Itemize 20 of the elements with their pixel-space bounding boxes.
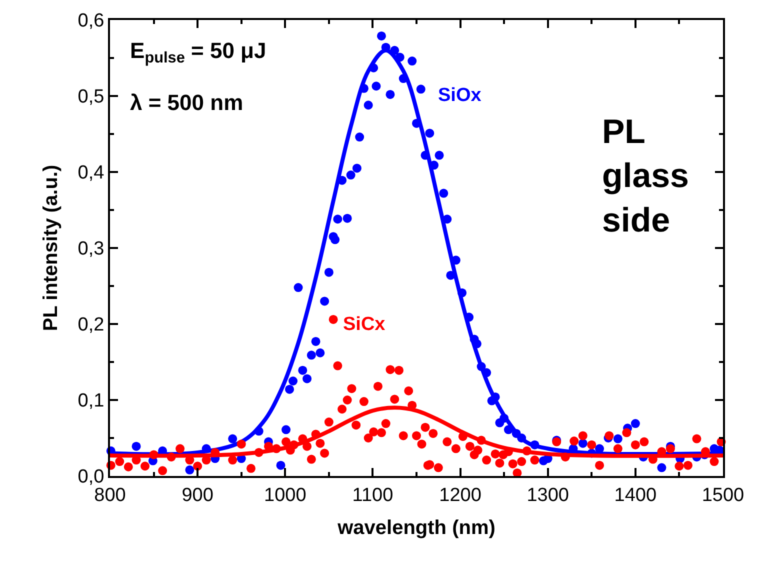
- y-tick-label: 0,4: [78, 162, 105, 184]
- series-label: SiCx: [343, 314, 386, 335]
- x-tick-label: 1200: [439, 484, 482, 506]
- y-axis-title: PL intensity (a.u.): [40, 164, 62, 332]
- y-tick-label: 0,1: [78, 390, 104, 412]
- x-tick-label: 1300: [526, 484, 569, 506]
- y-tick-label: 0,5: [78, 86, 104, 108]
- annotation: λ = 500 nm: [130, 90, 244, 115]
- y-tick-label: 0,2: [78, 314, 104, 336]
- annotation: PL glass side: [602, 113, 689, 240]
- x-tick-label: 1400: [614, 484, 657, 506]
- x-tick-label: 1500: [702, 484, 744, 506]
- x-tick-label: 1100: [352, 484, 394, 506]
- y-tick-label: 0,3: [78, 238, 104, 260]
- x-tick-label: 1000: [264, 484, 306, 506]
- x-axis-title: wavelength (nm): [336, 516, 496, 539]
- series-label: SiOx: [438, 85, 482, 106]
- annotation: E$_{pulse}$ = 50 μJ: [130, 38, 266, 67]
- x-tick-label: 900: [182, 484, 214, 506]
- y-tick-label: 0,6: [78, 10, 104, 32]
